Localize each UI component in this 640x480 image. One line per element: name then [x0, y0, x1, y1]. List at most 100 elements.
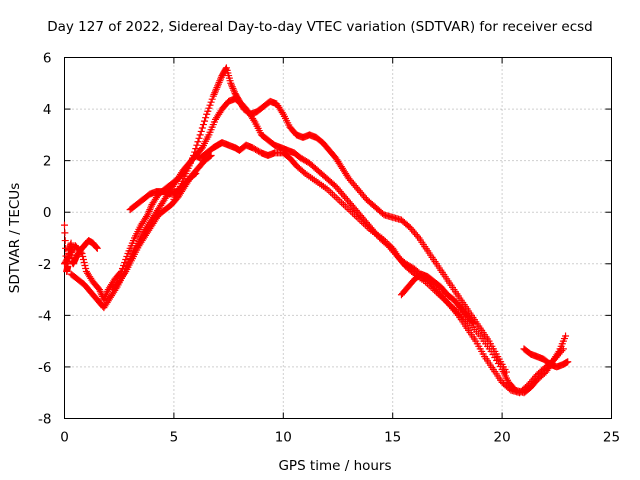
data-point	[203, 110, 211, 118]
x-tick-label: 5	[170, 430, 179, 446]
data-point	[195, 134, 203, 142]
data-point	[92, 243, 100, 251]
plot-border	[64, 57, 612, 419]
data-point	[207, 98, 215, 106]
y-tick-label: 0	[43, 205, 52, 221]
series-track-g	[520, 345, 572, 371]
data-point	[201, 117, 209, 125]
data-point	[102, 291, 110, 299]
x-tick-label: 10	[275, 430, 292, 446]
data-point	[194, 138, 202, 146]
data-point	[80, 258, 88, 266]
y-axis-label: SDTVAR / TECUs	[7, 183, 23, 293]
data-point	[144, 211, 152, 219]
data-point	[334, 195, 342, 203]
y-tick-label: -4	[38, 308, 51, 324]
data-point	[327, 188, 335, 196]
data-point	[202, 114, 210, 122]
data-point	[191, 170, 199, 178]
series-track-d	[109, 151, 215, 294]
data-point	[192, 145, 200, 153]
data-point	[144, 209, 152, 217]
data-point	[206, 152, 214, 160]
data-point	[147, 204, 155, 212]
x-tick-label: 15	[384, 430, 401, 446]
data-point	[192, 170, 200, 178]
data-point	[329, 190, 337, 198]
y-tick-label: 2	[43, 154, 52, 170]
x-tick-labels: 0 5 10 15 20 25	[60, 430, 620, 446]
data-point	[93, 244, 101, 252]
data-point	[146, 206, 154, 214]
data-point	[207, 151, 215, 159]
data-point	[250, 116, 258, 124]
series-track-c	[170, 64, 510, 376]
data-point	[217, 73, 225, 81]
data-point	[209, 92, 217, 100]
series-track-e	[126, 170, 200, 214]
data-point	[453, 310, 461, 318]
series-track-f	[397, 270, 478, 327]
data-point	[208, 95, 216, 103]
data-point	[96, 287, 104, 295]
data-point	[332, 194, 340, 202]
data-point	[278, 109, 286, 117]
data-point	[227, 79, 235, 87]
data-point	[559, 345, 567, 353]
chart-title: Day 127 of 2022, Sidereal Day-to-day VTE…	[47, 19, 593, 35]
data-point	[61, 221, 68, 229]
series-track-b	[67, 95, 567, 397]
data-point	[564, 358, 572, 366]
data-point	[470, 319, 478, 327]
data-point	[211, 89, 219, 97]
data-point	[197, 127, 205, 135]
data-point	[82, 265, 90, 273]
data-point	[210, 90, 218, 98]
data-point	[145, 207, 153, 215]
data-point	[229, 84, 237, 92]
data-point	[336, 197, 344, 205]
data-point	[190, 151, 198, 159]
data-point	[230, 86, 238, 94]
grid-lines	[64, 57, 612, 419]
x-axis-label: GPS time / hours	[278, 458, 391, 474]
data-point	[330, 192, 338, 200]
data-point	[103, 289, 111, 297]
series-track-h	[61, 221, 101, 276]
data-point	[469, 318, 477, 326]
data-point	[228, 83, 236, 91]
data-point	[230, 88, 238, 96]
data-point	[204, 107, 212, 115]
y-tick-label: 4	[43, 102, 52, 118]
data-point	[562, 332, 570, 340]
data-point	[97, 289, 105, 297]
data-point	[205, 104, 213, 112]
data-point	[217, 75, 225, 83]
series-track-a	[61, 139, 570, 397]
y-tick-label: -8	[38, 412, 51, 428]
x-tick-label: 25	[603, 430, 620, 446]
data-point	[196, 131, 204, 139]
data-point	[199, 121, 207, 129]
data-point	[206, 101, 214, 109]
data-point	[228, 81, 236, 89]
data-point	[101, 294, 109, 302]
data-point	[191, 148, 199, 156]
data-series	[61, 64, 572, 397]
data-point	[558, 347, 566, 355]
y-tick-labels: -8 -6 -4 -2 0 2 4 6	[38, 51, 51, 428]
data-point	[214, 80, 222, 88]
data-point	[101, 292, 109, 300]
data-point	[122, 255, 130, 263]
data-point	[198, 124, 206, 132]
data-point	[61, 237, 69, 245]
data-point	[413, 232, 421, 240]
data-point	[79, 252, 87, 260]
data-point	[81, 262, 89, 270]
data-point	[96, 286, 104, 294]
data-point	[79, 255, 87, 263]
data-point	[213, 84, 221, 92]
data-point	[121, 269, 129, 277]
y-tick-label: -2	[38, 257, 51, 273]
